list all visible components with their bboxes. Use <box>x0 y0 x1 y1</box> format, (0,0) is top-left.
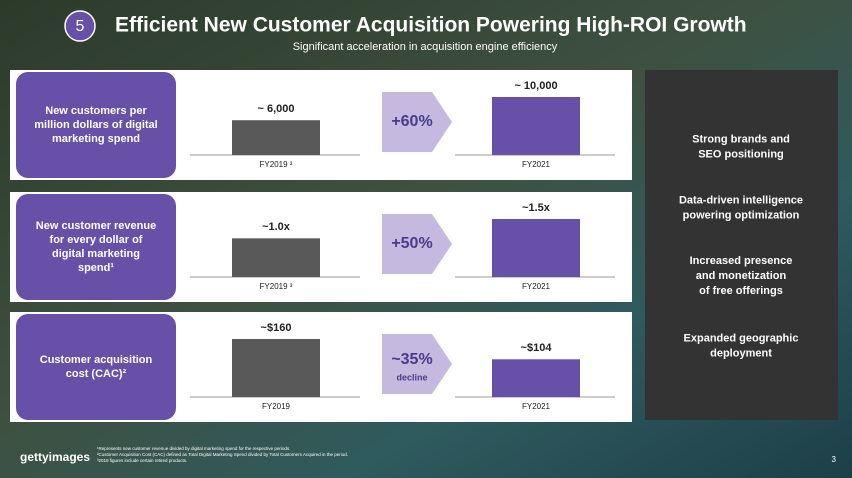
footnote: ¹Represents new customer revenue divided… <box>97 446 290 451</box>
change-label: +60% <box>391 113 432 130</box>
value-label: ~$160 <box>261 322 292 334</box>
category-label: FY2021 <box>522 282 551 291</box>
bar <box>492 359 580 397</box>
value-label: ~ 6,000 <box>257 103 294 115</box>
number-badge <box>64 10 96 42</box>
footnote: ³2019 figures include certain retired pr… <box>97 458 187 463</box>
sidebar-item: of free offerings <box>699 285 783 297</box>
sidebar-panel <box>645 70 838 420</box>
change-label: +50% <box>391 235 432 252</box>
slide-number: 5 <box>76 18 85 35</box>
row-label: cost (CAC)² <box>66 368 127 380</box>
row-label: New customer revenue <box>36 220 156 232</box>
sidebar-item: Expanded geographic <box>684 332 799 344</box>
value-label: ~ 10,000 <box>514 80 557 92</box>
category-label: FY2019 <box>262 402 291 411</box>
sidebar-item: deployment <box>710 347 772 359</box>
change-arrow <box>382 92 452 152</box>
bar <box>492 219 580 277</box>
sidebar-item: Increased presence <box>690 255 793 267</box>
value-label: ~1.5x <box>522 202 551 214</box>
value-label: ~$104 <box>521 342 553 354</box>
bar <box>492 97 580 155</box>
category-label: FY2019 ³ <box>260 282 293 291</box>
change-arrow <box>382 334 452 394</box>
row-label: New customers per <box>45 105 147 117</box>
page-number: 3 <box>832 455 837 464</box>
sidebar-item: Strong brands and <box>692 133 790 145</box>
bar <box>232 339 320 397</box>
row-label: million dollars of digital <box>34 119 157 131</box>
sidebar-item: Data-driven intelligence <box>679 194 803 206</box>
footnote: ²Customer Acquisition Cost (CAC) defined… <box>97 452 348 457</box>
sidebar-item: powering optimization <box>683 209 800 221</box>
label-box <box>16 72 176 178</box>
label-box <box>16 194 176 300</box>
row-label: marketing spend <box>52 133 140 145</box>
bar <box>232 238 320 277</box>
change-arrow <box>382 214 452 274</box>
subtitle: Significant acceleration in acquisition … <box>293 41 558 53</box>
sidebar-item: and monetization <box>696 270 787 282</box>
value-label: ~1.0x <box>262 221 291 233</box>
row-label: Customer acquisition <box>40 354 153 366</box>
category-label: FY2021 <box>522 160 551 169</box>
change-label: decline <box>396 372 427 382</box>
category-label: FY2019 ³ <box>260 160 293 169</box>
title: Efficient New Customer Acquisition Power… <box>115 14 747 37</box>
change-label: ~35% <box>391 351 432 368</box>
logo: gettyimages <box>20 450 90 464</box>
row-label: digital marketing <box>52 248 140 260</box>
bar <box>232 120 320 155</box>
category-label: FY2021 <box>522 402 551 411</box>
row-label: spend¹ <box>78 262 114 274</box>
row-label: for every dollar of <box>50 234 143 246</box>
sidebar-item: SEO positioning <box>698 148 784 160</box>
label-box <box>16 314 176 420</box>
